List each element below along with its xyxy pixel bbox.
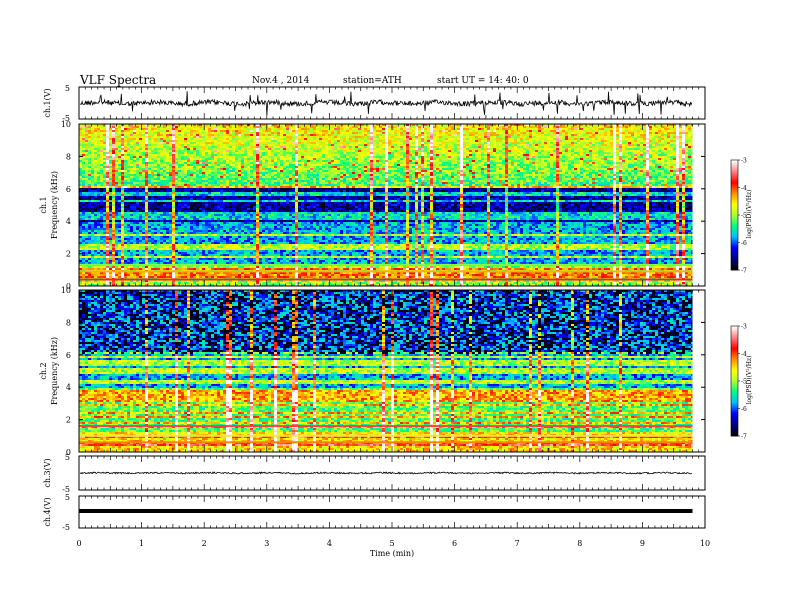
ch1-colorbar: -3-4-5-6-7 log(PSD)(V²/Hz): [731, 158, 753, 275]
colorbar-tick-label: -3: [741, 324, 747, 331]
ytick-label: 2: [66, 250, 71, 259]
colorbar-tick-label: -6: [741, 240, 747, 247]
ch4-waveform-ylabel: ch.4(V): [43, 497, 52, 526]
colorbar-tick-label: -7: [741, 268, 747, 275]
ch1-spectrogram-ylabel-channel: ch.1: [39, 196, 48, 213]
ch1-waveform-ylabel: ch.1(V): [43, 88, 52, 117]
ch3-waveform-line: [80, 472, 692, 474]
xtick-label: 2: [202, 539, 207, 548]
ch3-waveform-ylabel: ch.3(V): [43, 458, 52, 487]
spectral-line: [79, 279, 693, 281]
figure-title: VLF Spectra: [79, 73, 156, 87]
ch2-colorbar-label: log(PSD)(V²/Hz): [746, 356, 753, 405]
ch4-waveform-ytick-bottom: -5: [62, 523, 70, 532]
ch1-colorbar-label: log(PSD)(V²/Hz): [746, 190, 753, 239]
ytick-label: 10: [61, 120, 71, 129]
ch1-colorbar-scale: [731, 160, 738, 270]
x-axis-label: Time (min): [370, 549, 414, 558]
xtick-label: 9: [640, 539, 645, 548]
xtick-label: 10: [700, 539, 710, 548]
spectral-line: [79, 270, 693, 272]
ch4-waveform-ytick-top: 5: [65, 493, 70, 502]
ytick-label: 4: [66, 383, 71, 392]
ch3-waveform-panel: 5 -5 ch.3(V): [43, 453, 705, 494]
xtick-label: 6: [452, 539, 457, 548]
ch2-spectrogram-ylabel-channel: ch.2: [39, 362, 48, 379]
xtick-label: 1: [139, 539, 144, 548]
figure-date: Nov.4 , 2014: [252, 76, 310, 86]
xtick-label: 4: [327, 539, 332, 548]
ch4-waveform-panel: 5 -5 ch.4(V): [43, 493, 705, 532]
ch1-spectrogram-ylabel: Frequency (kHz): [50, 171, 59, 239]
ytick-label: 2: [66, 416, 71, 425]
ytick-label: 6: [66, 351, 71, 360]
ytick-label: 10: [61, 286, 71, 295]
spectral-line: [79, 425, 693, 427]
ch2-spectrogram-image: [79, 290, 705, 452]
xtick-label: 7: [515, 539, 520, 548]
xtick-label: 8: [577, 539, 582, 548]
ytick-label: 4: [66, 217, 71, 226]
x-axis-tick-labels: 0 1 2 3 4 5 6 7 8 9 10: [76, 539, 710, 548]
xtick-label: 5: [389, 539, 394, 548]
ytick-label: 6: [66, 185, 71, 194]
no-data-region: [693, 124, 706, 286]
spectral-line: [79, 435, 693, 437]
colorbar-tick-label: -3: [741, 158, 747, 165]
spectral-line: [79, 264, 693, 266]
xtick-label: 3: [264, 539, 269, 548]
ch1-waveform-ytick-top: 5: [65, 84, 70, 93]
ch1-waveform-line: [80, 91, 692, 115]
colorbar-tick-label: -7: [741, 434, 747, 441]
figure-start-time: start UT = 14: 40: 0: [437, 76, 529, 86]
ch1-spectrogram-image: [79, 124, 705, 286]
colorbar-tick-label: -6: [741, 406, 747, 413]
xtick-label: 0: [76, 539, 81, 548]
figure-station: station=ATH: [343, 76, 402, 86]
ch1-waveform-panel: 5 -5 ch.1(V): [43, 84, 705, 123]
vlf-spectra-figure: VLF Spectra Nov.4 , 2014 station=ATH sta…: [0, 0, 792, 612]
ch2-colorbar-scale: [731, 326, 738, 436]
ch2-spectrogram-ylabel: Frequency (kHz): [50, 337, 59, 405]
ytick-label: 8: [66, 318, 71, 327]
ytick-label: 8: [66, 152, 71, 161]
ch2-colorbar: -3-4-5-6-7 log(PSD)(V²/Hz): [731, 324, 753, 441]
no-data-region: [693, 290, 706, 452]
spectral-line: [79, 441, 693, 443]
ch3-waveform-ytick-top: 5: [65, 453, 70, 462]
